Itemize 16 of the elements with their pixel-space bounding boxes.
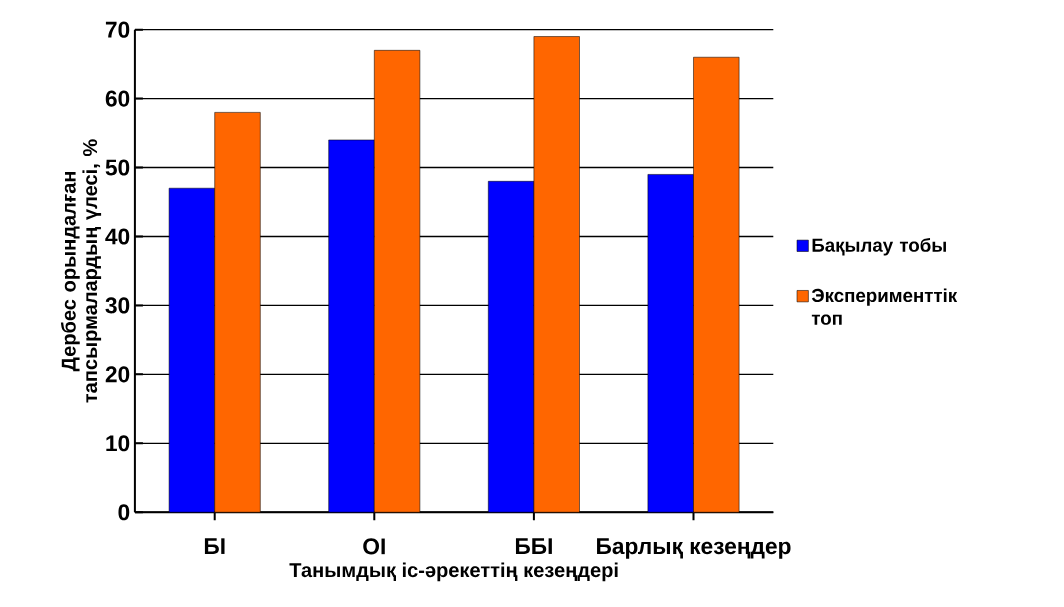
y-tick-label: 0 (118, 504, 130, 521)
x-axis-title: Танымдық іс-әрекеттің кезеңдері (289, 562, 618, 582)
x-tick-label: БІ (204, 538, 225, 554)
x-tick-label: Барлық кезеңдер (597, 538, 791, 559)
x-tick-label: ОІ (363, 538, 385, 555)
y-tick-label: 60 (105, 90, 130, 107)
y-tick-label: 10 (106, 435, 130, 452)
y-tick-label: 30 (105, 297, 130, 314)
x-tick-label: ББІ (515, 538, 552, 554)
y-tick-label: 20 (105, 366, 130, 383)
y-tick-label: 40 (105, 228, 130, 245)
y-axis-title: Дербес орындалған тапсырмалардың үлесі, % (60, 139, 102, 403)
legend-label: Бақылау тобы (812, 237, 946, 256)
legend-label: Эксперименттік топ (811, 288, 958, 325)
y-tick-label: 70 (105, 21, 130, 38)
y-tick-label: 50 (105, 159, 130, 176)
